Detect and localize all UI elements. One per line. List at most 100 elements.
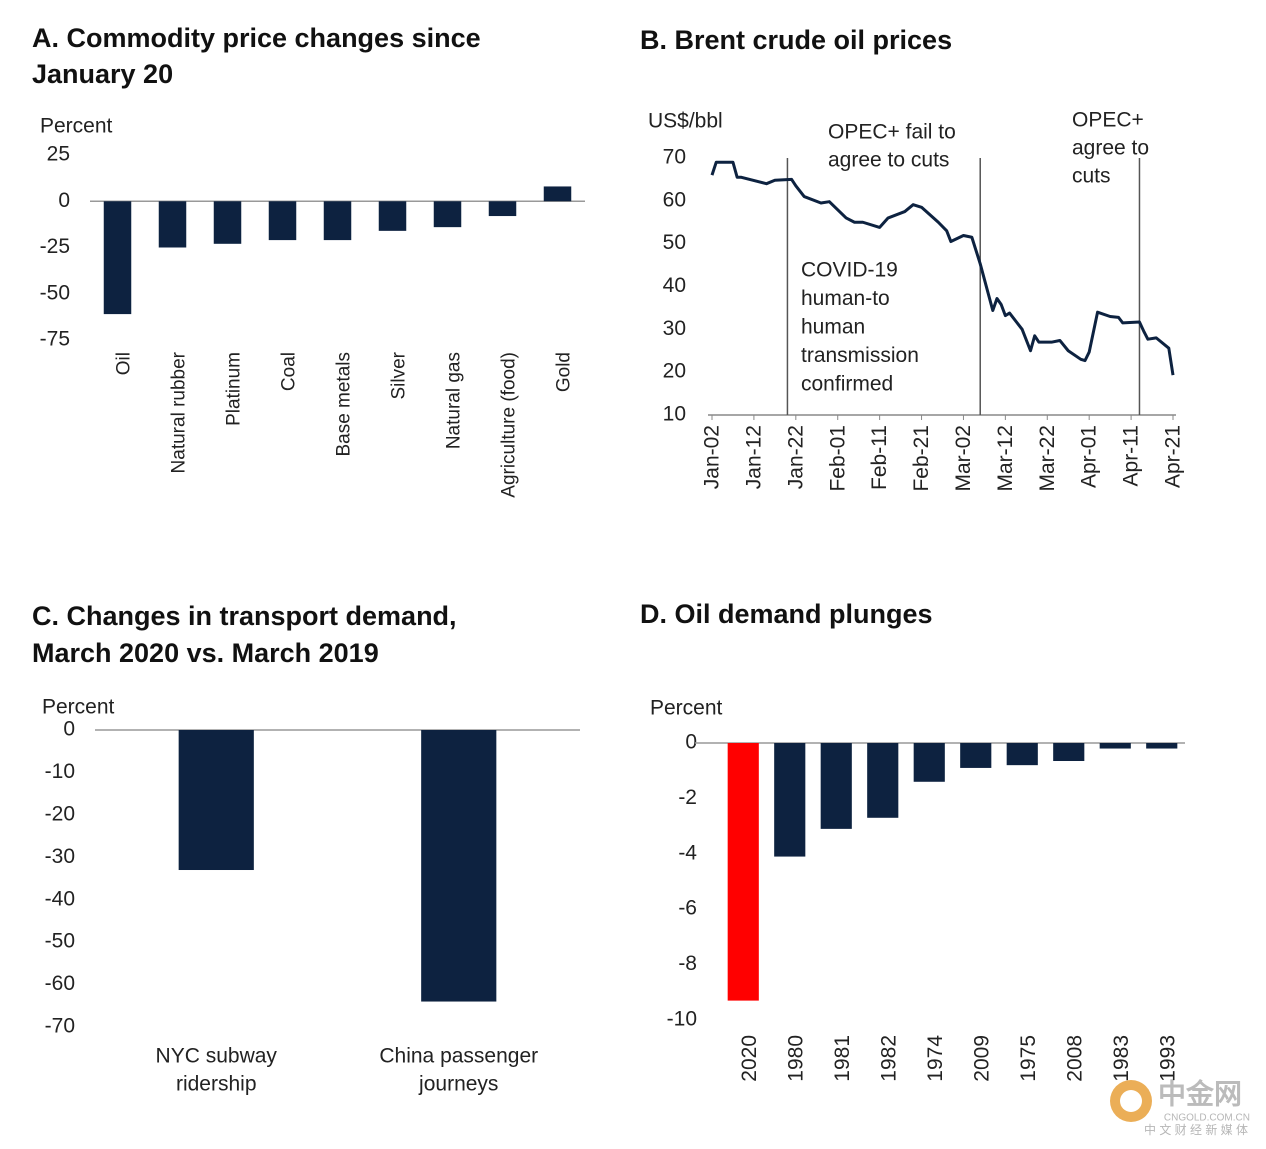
bar <box>103 201 132 315</box>
x-tick-label: Oil <box>114 352 135 375</box>
y-tick-label: -70 <box>45 1015 75 1038</box>
x-tick-label: Agriculture (food) <box>499 352 520 498</box>
annotation-text: cuts <box>1072 165 1111 188</box>
y-tick-label: -75 <box>40 328 70 351</box>
x-tick-label: China passenger <box>379 1045 538 1068</box>
bar <box>421 730 497 1002</box>
x-tick-label: Natural rubber <box>169 351 190 473</box>
y-tick-label: -50 <box>45 930 75 953</box>
x-tick-label: Base metals <box>334 352 355 457</box>
y-tick-label: 70 <box>663 146 686 169</box>
x-tick-label: Natural gas <box>444 352 465 449</box>
x-tick-label: 2008 <box>1063 1035 1086 1082</box>
annotation-text: agree to <box>1072 137 1149 160</box>
y-tick-label: -50 <box>40 281 70 304</box>
bar <box>488 201 517 217</box>
x-tick-label: Mar-02 <box>952 425 975 492</box>
y-tick-label: -4 <box>678 841 697 864</box>
x-tick-label: 1981 <box>831 1035 854 1082</box>
chart-title: C. Changes in transport demand, <box>32 601 457 631</box>
bar <box>820 743 852 829</box>
y-axis-label: Percent <box>40 115 113 138</box>
y-tick-label: -40 <box>45 887 75 910</box>
annotation-text: confirmed <box>801 373 893 396</box>
y-tick-label: 0 <box>63 718 75 741</box>
y-tick-label: 10 <box>663 403 686 426</box>
x-tick-label: journeys <box>418 1073 498 1096</box>
y-tick-label: 20 <box>663 360 686 383</box>
watermark-slogan: 中 文 财 经 新 媒 体 <box>1144 1122 1248 1137</box>
bar <box>378 201 407 231</box>
x-tick-label: 1983 <box>1110 1035 1133 1082</box>
bar <box>433 201 462 228</box>
y-tick-label: 40 <box>663 274 686 297</box>
chart-title: March 2020 vs. March 2019 <box>32 638 379 668</box>
y-tick-label: 25 <box>47 143 70 166</box>
y-tick-label: -10 <box>45 760 75 783</box>
y-tick-label: 30 <box>663 317 686 340</box>
x-tick-label: Jan-12 <box>742 425 765 489</box>
y-tick-label: -20 <box>45 802 75 825</box>
y-axis-label: Percent <box>42 696 115 719</box>
bar <box>960 743 992 768</box>
x-tick-label: Jan-22 <box>784 425 807 489</box>
x-tick-label: Mar-12 <box>994 425 1017 492</box>
x-tick-label: Feb-01 <box>826 425 849 492</box>
bar <box>543 186 572 202</box>
bar <box>727 743 759 1001</box>
chart-title: B. Brent crude oil prices <box>640 25 952 55</box>
chart-title: A. Commodity price changes since <box>32 23 481 53</box>
bar <box>268 201 297 241</box>
x-tick-label: Silver <box>389 351 410 399</box>
annotation-text: human <box>801 316 865 339</box>
x-tick-label: 2020 <box>738 1035 761 1082</box>
watermark-name: 中金网 <box>1158 1077 1242 1109</box>
x-tick-label: Apr-21 <box>1162 425 1185 488</box>
y-tick-label: 50 <box>663 231 686 254</box>
x-tick-label: Apr-01 <box>1078 425 1101 488</box>
y-tick-label: -60 <box>45 972 75 995</box>
y-tick-label: -30 <box>45 845 75 868</box>
y-tick-label: 60 <box>663 188 686 211</box>
x-tick-label: Apr-11 <box>1120 425 1143 486</box>
y-tick-label: -6 <box>678 897 697 920</box>
bar <box>774 743 806 857</box>
bar <box>913 743 945 782</box>
y-axis-label: Percent <box>650 697 723 720</box>
price-line <box>710 160 1175 376</box>
bar <box>1006 743 1038 766</box>
x-tick-label: 1993 <box>1156 1035 1179 1082</box>
annotation-text: COVID-19 <box>801 259 898 282</box>
bar <box>1099 743 1131 749</box>
bar <box>1146 743 1178 749</box>
bar <box>323 201 352 241</box>
y-tick-label: -10 <box>667 1008 697 1031</box>
annotation-text: OPEC+ <box>1072 109 1144 132</box>
chart-title: D. Oil demand plunges <box>640 599 933 629</box>
x-tick-label: NYC subway <box>156 1045 278 1068</box>
y-tick-label: 0 <box>58 189 70 212</box>
x-tick-label: Coal <box>279 352 300 391</box>
annotation-text: transmission <box>801 344 919 367</box>
x-tick-label: Gold <box>554 352 575 392</box>
x-tick-label: 1974 <box>924 1035 947 1082</box>
bar <box>213 201 242 244</box>
y-axis-label: US$/bbl <box>648 110 723 133</box>
x-tick-label: 2009 <box>970 1035 993 1082</box>
x-tick-label: Jan-02 <box>701 425 724 489</box>
bar <box>867 743 899 818</box>
y-tick-label: -25 <box>40 235 70 258</box>
x-tick-label: Mar-22 <box>1036 425 1059 492</box>
watermark-site: CNGOLD.COM.CN <box>1164 1113 1250 1124</box>
annotation-text: OPEC+ fail to <box>828 121 956 144</box>
annotation-text: human-to <box>801 287 890 310</box>
y-tick-label: 0 <box>685 731 697 754</box>
x-tick-label: ridership <box>176 1073 257 1096</box>
y-tick-label: -2 <box>678 786 697 809</box>
bar <box>158 201 187 248</box>
x-tick-label: Feb-21 <box>910 425 933 492</box>
x-tick-label: 1975 <box>1017 1035 1040 1082</box>
watermark-logo <box>1120 1090 1142 1112</box>
